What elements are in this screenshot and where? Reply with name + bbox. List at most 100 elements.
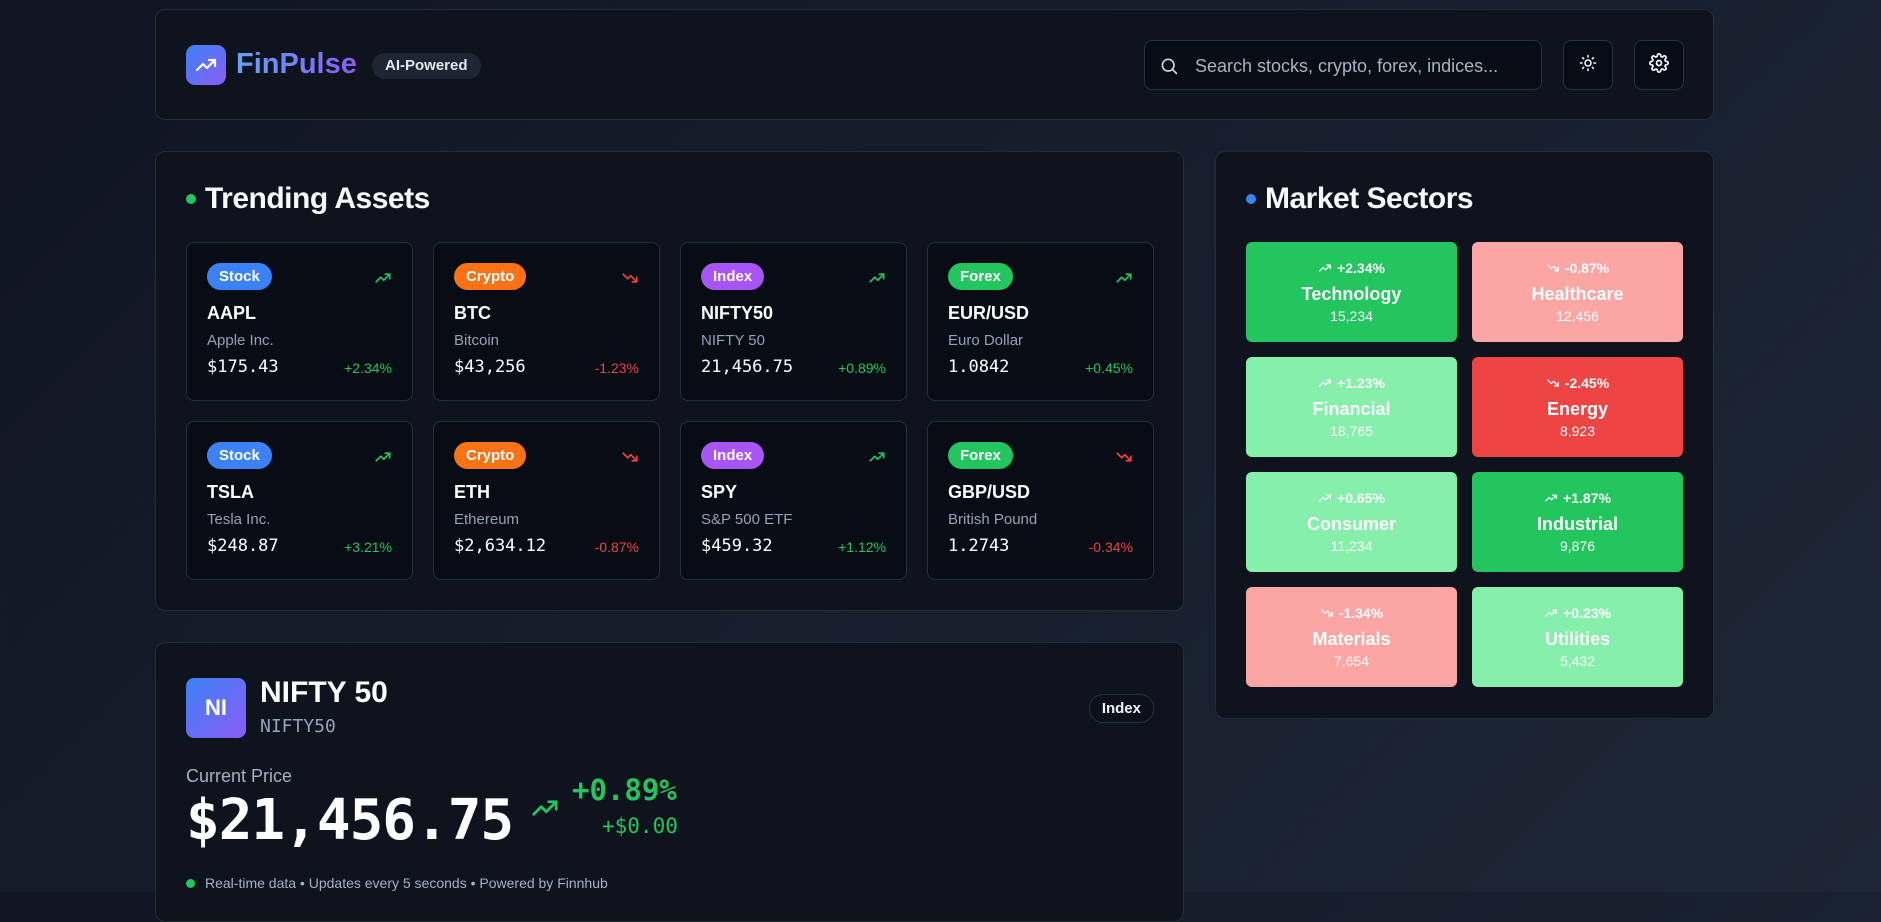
gear-icon [1649,52,1669,78]
asset-card[interactable]: Index SPY S&P 500 ETF $459.32 +1.12% [680,421,907,580]
asset-symbol: BTC [454,303,491,323]
asset-change: -1.23% [594,360,639,376]
sector-count: 7,654 [1333,653,1370,669]
asset-type-badge: Index [1088,694,1154,723]
trending-down-icon [621,448,639,471]
trending-up-icon [374,269,392,292]
app-name[interactable]: FinPulse [236,48,357,80]
sector-count: 11,234 [1330,538,1373,554]
sector-change-row: -0.87% [1472,260,1683,276]
asset-card[interactable]: Crypto BTC Bitcoin $43,256 -1.23% [433,242,660,401]
sector-change: +1.87% [1563,490,1611,506]
logo-icon[interactable] [186,45,226,85]
asset-name: S&P 500 ETF [701,511,793,528]
asset-symbol: EUR/USD [948,303,1030,323]
sector-count: 8,923 [1559,423,1596,439]
asset-type-badge: Index [701,442,765,469]
asset-change: +2.34% [344,360,392,376]
asset-symbol: AAPL [207,303,256,323]
app-header: FinPulse AI-Powered [155,9,1714,120]
sector-name: Consumer [1306,514,1396,534]
sun-icon [1579,54,1597,77]
asset-type-badge: Crypto [454,442,527,469]
sector-tile[interactable]: +1.23% Financial 18,765 [1246,357,1457,457]
sector-change-row: +0.65% [1246,490,1457,506]
sector-name: Financial [1312,399,1391,419]
trending-up-icon [1318,491,1332,505]
asset-change: +0.45% [1085,360,1133,376]
sector-change: +0.65% [1337,490,1385,506]
asset-type-badge: Forex [948,263,1013,290]
asset-card[interactable]: Forex GBP/USD British Pound 1.2743 -0.34% [927,421,1154,580]
sector-name: Materials [1312,629,1391,649]
sector-name: Energy [1546,399,1609,419]
sector-name: Industrial [1536,514,1618,534]
trending-up-icon [1544,606,1558,620]
asset-symbol: NIFTY50 [701,303,774,323]
asset-type-badge: Index [701,263,765,290]
trending-up-icon [530,793,560,828]
asset-symbol: SPY [701,482,738,502]
trending-up-icon [1115,269,1133,292]
search-icon [1159,56,1179,81]
asset-name: Ethereum [454,511,520,528]
section-dot [186,194,196,204]
asset-card[interactable]: Crypto ETH Ethereum $2,634.12 -0.87% [433,421,660,580]
sector-tile[interactable]: +2.34% Technology 15,234 [1246,242,1457,342]
asset-name: NIFTY 50 [701,332,765,349]
trending-up-icon [1544,491,1558,505]
live-indicator-dot [186,879,195,888]
asset-type-badge: Stock [207,442,272,469]
sector-change-row: -2.45% [1472,375,1683,391]
asset-name: British Pound [948,511,1038,528]
asset-change: -0.34% [1088,539,1133,555]
asset-type-badge: Crypto [454,263,527,290]
asset-name: Bitcoin [454,332,500,349]
trending-up-icon [1318,261,1332,275]
asset-title: NIFTY 50 [260,676,388,709]
asset-card[interactable]: Stock TSLA Tesla Inc. $248.87 +3.21% [186,421,413,580]
asset-change: +0.89% [838,360,886,376]
trending-down-icon [1115,448,1133,471]
sector-change: +0.23% [1563,605,1611,621]
sector-change-row: +1.87% [1472,490,1683,506]
sector-tile[interactable]: -2.45% Energy 8,923 [1472,357,1683,457]
sector-tile[interactable]: +0.23% Utilities 5,432 [1472,587,1683,687]
trending-up-icon [1318,376,1332,390]
sector-count: 9,876 [1559,538,1596,554]
sector-change: -0.87% [1564,260,1610,276]
asset-symbol: GBP/USD [948,482,1031,502]
sector-change: -2.45% [1564,375,1610,391]
sector-change-row: +2.34% [1246,260,1457,276]
sector-change: -1.34% [1338,605,1384,621]
asset-card[interactable]: Stock AAPL Apple Inc. $175.43 +2.34% [186,242,413,401]
asset-symbol: TSLA [207,482,254,502]
asset-change: -0.87% [594,539,639,555]
sector-tile[interactable]: +0.65% Consumer 11,234 [1246,472,1457,572]
sector-tile[interactable]: -1.34% Materials 7,654 [1246,587,1457,687]
sector-name: Technology [1301,284,1402,304]
price-change-percent: +0.89% [572,773,677,807]
asset-card[interactable]: Forex EUR/USD Euro Dollar 1.0842 +0.45% [927,242,1154,401]
settings-button[interactable] [1634,40,1684,90]
asset-price: $43,256 [454,357,526,377]
sector-change: +1.23% [1337,375,1385,391]
current-price-value: $21,456.75 [186,788,514,853]
sector-tile[interactable]: +1.87% Industrial 9,876 [1472,472,1683,572]
realtime-note: Real-time data • Updates every 5 seconds… [205,875,608,891]
search-input[interactable] [1193,41,1537,91]
current-price-label: Current Price [186,766,293,786]
asset-price: 1.0842 [948,357,1010,377]
theme-toggle-button[interactable] [1563,40,1613,90]
asset-price: $2,634.12 [454,536,547,556]
trending-up-icon [374,448,392,471]
asset-name: Euro Dollar [948,332,1024,349]
asset-card[interactable]: Index NIFTY50 NIFTY 50 21,456.75 +0.89% [680,242,907,401]
sector-tile[interactable]: -0.87% Healthcare 12,456 [1472,242,1683,342]
search-box[interactable] [1144,40,1542,91]
ai-powered-badge: AI-Powered [372,53,481,79]
trending-down-icon [1320,606,1334,620]
asset-name: Tesla Inc. [207,511,271,528]
section-title: Trending Assets [205,182,430,215]
asset-price: 1.2743 [948,536,1010,556]
